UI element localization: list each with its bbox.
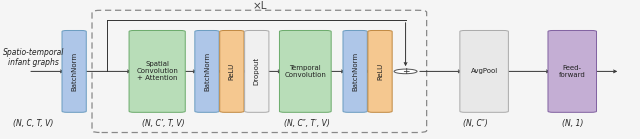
Text: Dropout: Dropout [254, 57, 260, 85]
FancyBboxPatch shape [460, 30, 508, 112]
Text: (N, C″, T′, V): (N, C″, T′, V) [284, 119, 330, 128]
Circle shape [394, 69, 417, 74]
Text: Spatial
Convolution
+ Attention: Spatial Convolution + Attention [136, 61, 178, 81]
FancyBboxPatch shape [280, 30, 331, 112]
Text: +: + [402, 67, 410, 76]
FancyBboxPatch shape [368, 30, 392, 112]
Text: ×L: ×L [252, 1, 267, 11]
Text: ReLU: ReLU [377, 63, 383, 80]
Text: Spatio-temporal
infant graphs: Spatio-temporal infant graphs [3, 48, 65, 67]
FancyBboxPatch shape [548, 30, 596, 112]
FancyBboxPatch shape [129, 30, 185, 112]
Text: (N, C″): (N, C″) [463, 119, 488, 128]
Text: (N, 1): (N, 1) [561, 119, 583, 128]
FancyBboxPatch shape [220, 30, 244, 112]
Text: Feed-
forward: Feed- forward [559, 65, 586, 78]
Text: BatchNorm: BatchNorm [71, 52, 77, 91]
Text: ReLU: ReLU [229, 63, 235, 80]
Text: BatchNorm: BatchNorm [204, 52, 210, 91]
FancyBboxPatch shape [343, 30, 367, 112]
Text: BatchNorm: BatchNorm [352, 52, 358, 91]
FancyBboxPatch shape [62, 30, 86, 112]
Text: (N, C’, T, V): (N, C’, T, V) [142, 119, 185, 128]
FancyBboxPatch shape [195, 30, 219, 112]
FancyBboxPatch shape [244, 30, 269, 112]
Text: Temporal
Convolution: Temporal Convolution [284, 65, 326, 78]
Text: AvgPool: AvgPool [470, 68, 498, 74]
Text: (N, C, T, V): (N, C, T, V) [13, 119, 54, 128]
